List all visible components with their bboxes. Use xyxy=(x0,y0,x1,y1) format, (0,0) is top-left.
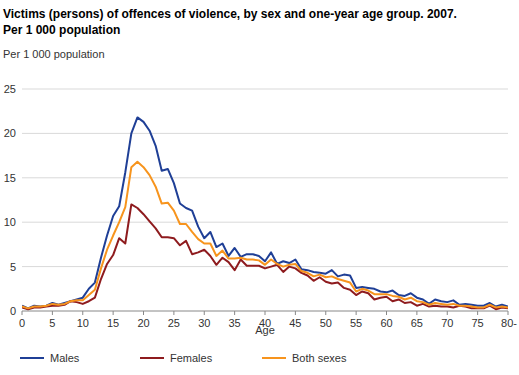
subtitle: Per 1 000 population xyxy=(3,23,120,37)
grid-line xyxy=(22,177,508,178)
x-tick xyxy=(143,311,144,315)
legend-swatch xyxy=(20,357,44,359)
x-tick-label: 20 xyxy=(137,317,149,329)
y-tick-label: 25 xyxy=(4,83,16,95)
title: Victims (persons) of offences of violenc… xyxy=(3,7,457,21)
grid-line xyxy=(22,222,508,223)
x-tick xyxy=(325,311,326,315)
grid-line xyxy=(22,89,508,90)
x-tick-label: 30 xyxy=(198,317,210,329)
x-tick xyxy=(508,311,509,315)
y-tick-label: 10 xyxy=(4,216,16,228)
legend-swatch xyxy=(140,357,164,359)
x-tick xyxy=(204,311,205,315)
y-tick-label: 15 xyxy=(4,172,16,184)
x-tick xyxy=(295,311,296,315)
x-tick-label: 75 xyxy=(472,317,484,329)
x-tick xyxy=(265,311,266,315)
series-line xyxy=(22,162,508,309)
x-tick-label: 60 xyxy=(380,317,392,329)
grid-line xyxy=(22,266,508,267)
x-tick-label: 25 xyxy=(168,317,180,329)
y-axis-label: Per 1 000 population xyxy=(3,48,105,60)
x-tick xyxy=(113,311,114,315)
chart: Victims (persons) of offences of violenc… xyxy=(0,0,519,375)
x-tick-label: 45 xyxy=(289,317,301,329)
plot-area xyxy=(22,117,508,309)
x-tick-label: 10 xyxy=(77,317,89,329)
y-tick-label: 0 xyxy=(10,305,16,317)
x-tick xyxy=(82,311,83,315)
legend-label: Males xyxy=(50,352,80,364)
x-tick xyxy=(22,311,23,315)
x-tick xyxy=(477,311,478,315)
x-tick xyxy=(173,311,174,315)
x-tick-label: 80- xyxy=(501,317,517,329)
x-tick-label: 55 xyxy=(350,317,362,329)
x-tick-label: 35 xyxy=(229,317,241,329)
x-tick xyxy=(447,311,448,315)
x-tick xyxy=(52,311,53,315)
x-tick-label: 0 xyxy=(19,317,25,329)
series-line xyxy=(22,117,508,308)
y-tick-label: 5 xyxy=(10,261,16,273)
legend-label: Females xyxy=(170,352,213,364)
grid-line xyxy=(22,133,508,134)
legend-swatch xyxy=(262,357,286,359)
x-tick-label: 50 xyxy=(320,317,332,329)
x-axis-label: Age xyxy=(255,324,275,336)
x-tick xyxy=(234,311,235,315)
x-tick-label: 5 xyxy=(49,317,55,329)
legend-label: Both sexes xyxy=(292,352,347,364)
x-tick xyxy=(356,311,357,315)
x-tick-label: 15 xyxy=(107,317,119,329)
x-tick-label: 70 xyxy=(441,317,453,329)
x-tick xyxy=(416,311,417,315)
y-tick-label: 20 xyxy=(4,127,16,139)
series-line xyxy=(22,204,508,309)
x-tick-label: 65 xyxy=(411,317,423,329)
x-tick xyxy=(386,311,387,315)
